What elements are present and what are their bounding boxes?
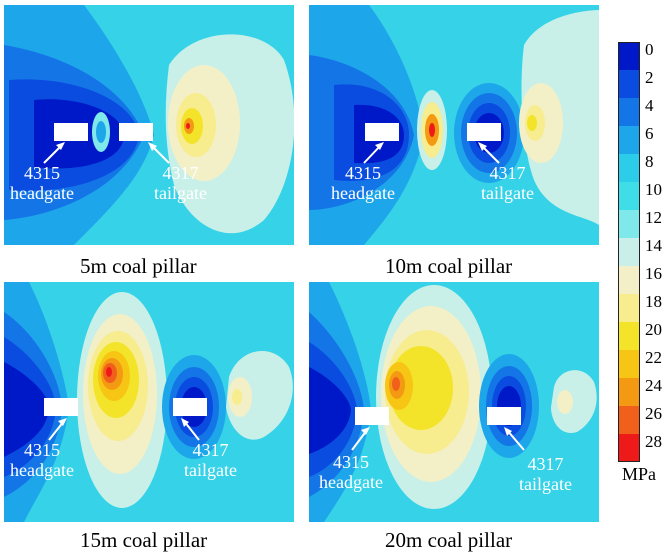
colorbar-tick-label: 18 <box>645 292 662 311</box>
roadway-4315 <box>44 398 78 416</box>
headgate-label-10m: 4315 headgate <box>331 163 395 203</box>
colorbar-tick-label: 2 <box>645 68 654 87</box>
colorbar-tick-label: 12 <box>645 208 662 227</box>
colorbar-segment <box>618 154 640 183</box>
colorbar-segment <box>618 42 640 71</box>
colorbar-tick-label: 24 <box>645 376 662 395</box>
stress-contour-20m <box>309 282 599 522</box>
colorbar-tick-label: 16 <box>645 264 662 283</box>
colorbar <box>618 42 640 463</box>
colorbar-tick-label: 6 <box>645 124 654 143</box>
panel-5m: 4315 headgate 4317 tailgate <box>4 5 294 245</box>
caption-10m: 10m coal pillar <box>385 254 513 278</box>
colorbar-segment <box>618 294 640 323</box>
roadway-4315 <box>365 123 399 141</box>
colorbar-segment <box>618 434 640 463</box>
colorbar-segment <box>618 238 640 267</box>
stress-contour-10m <box>309 5 599 245</box>
tailgate-label-10m: 4317 tailgate <box>481 163 534 203</box>
colorbar-segment <box>618 126 640 155</box>
headgate-label-5m: 4315 headgate <box>10 163 74 203</box>
caption-15m: 15m coal pillar <box>80 528 208 552</box>
colorbar-tick-label: 8 <box>645 152 654 171</box>
colorbar-segment <box>618 378 640 407</box>
colorbar-segment <box>618 350 640 379</box>
colorbar-tick-label: 22 <box>645 348 662 367</box>
tailgate-label-20m: 4317 tailgate <box>519 454 572 494</box>
colorbar-tick-label: 20 <box>645 320 662 339</box>
colorbar-tick-label: 10 <box>645 180 662 199</box>
stress-contour-15m <box>4 282 294 522</box>
panel-20m: 4315 headgate 4317 tailgate <box>309 282 599 522</box>
roadway-4317 <box>173 398 207 416</box>
colorbar-border <box>618 42 640 462</box>
colorbar-segment <box>618 266 640 295</box>
caption-5m: 5m coal pillar <box>80 254 197 278</box>
roadway-4315 <box>355 407 389 425</box>
colorbar-segment <box>618 406 640 435</box>
colorbar-segment <box>618 98 640 127</box>
colorbar-tick-label: 4 <box>645 96 654 115</box>
colorbar-tick-label: 26 <box>645 404 662 423</box>
headgate-label-20m: 4315 headgate <box>319 452 383 492</box>
tailgate-label-5m: 4317 tailgate <box>154 163 207 203</box>
colorbar-segment <box>618 210 640 239</box>
stress-contour-5m <box>4 5 294 245</box>
panel-15m: 4315 headgate 4317 tailgate <box>4 282 294 522</box>
roadway-4317 <box>119 123 153 141</box>
roadway-4317 <box>467 123 501 141</box>
roadway-4317 <box>487 407 521 425</box>
panel-10m: 4315 headgate 4317 tailgate <box>309 5 599 245</box>
roadway-4315 <box>54 123 88 141</box>
colorbar-tick-label: 28 <box>645 432 662 451</box>
colorbar-legend <box>618 42 640 467</box>
caption-20m: 20m coal pillar <box>385 528 513 552</box>
tailgate-label-15m: 4317 tailgate <box>184 440 237 480</box>
colorbar-unit: MPa <box>622 464 657 484</box>
colorbar-segment <box>618 70 640 99</box>
colorbar-tick-label: 14 <box>645 236 662 255</box>
colorbar-segment <box>618 322 640 351</box>
headgate-label-15m: 4315 headgate <box>10 440 74 480</box>
colorbar-segment <box>618 182 640 211</box>
colorbar-tick-label: 0 <box>645 40 654 59</box>
